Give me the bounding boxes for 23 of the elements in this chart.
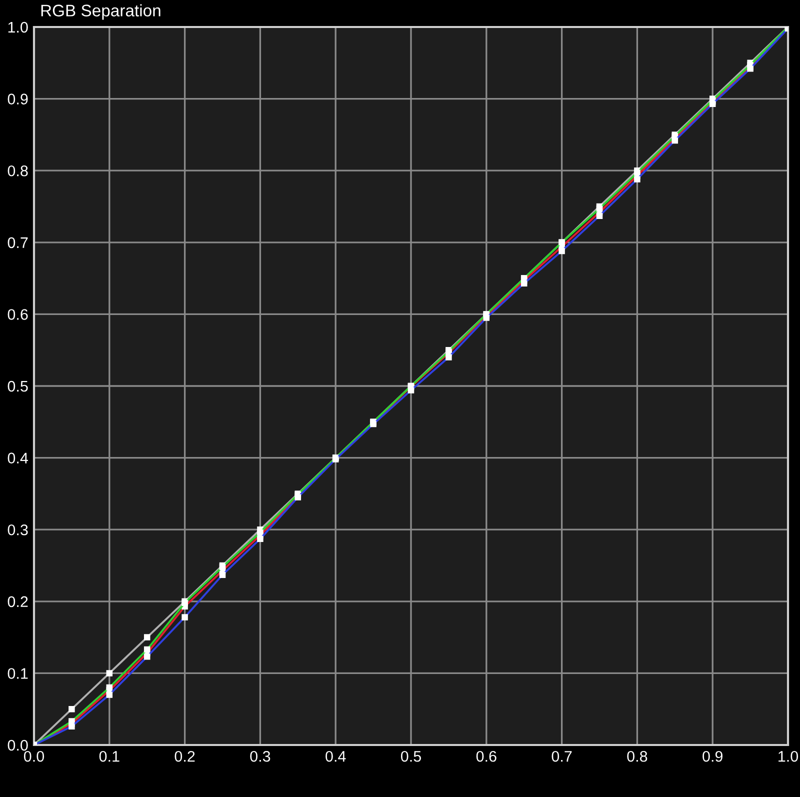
chart-title: RGB Separation (41, 4, 160, 20)
y-tick-label: 0.2 (8, 596, 28, 608)
y-tick-label: 0.8 (8, 165, 28, 176)
x-tick-label: 0.5 (400, 750, 421, 762)
y-tick-label: 0.0 (8, 740, 28, 751)
x-tick-label: 0.8 (627, 750, 648, 762)
x-tick-label: 0.1 (99, 750, 120, 762)
y-tick-label: 0.1 (8, 668, 28, 679)
x-tick-label: 1.0 (778, 750, 798, 762)
y-tick-label: 1.0 (8, 22, 28, 33)
x-tick-label: 0.3 (250, 750, 270, 762)
y-tick-label: 0.4 (8, 452, 28, 464)
x-tick-label: 0.0 (24, 750, 44, 762)
x-tick-label: 0.9 (702, 750, 722, 762)
x-tick-label: 0.4 (326, 750, 346, 762)
y-tick-label: 0.9 (8, 94, 28, 104)
x-tick-label: 0.2 (174, 750, 195, 762)
y-tick-label: 0.3 (8, 524, 28, 536)
y-tick-label: 0.5 (8, 380, 28, 392)
x-tick-label: 0.6 (476, 750, 496, 762)
y-tick-label: 0.7 (8, 237, 28, 248)
y-tick-label: 0.6 (8, 309, 28, 320)
x-tick-label: 0.7 (552, 750, 572, 762)
